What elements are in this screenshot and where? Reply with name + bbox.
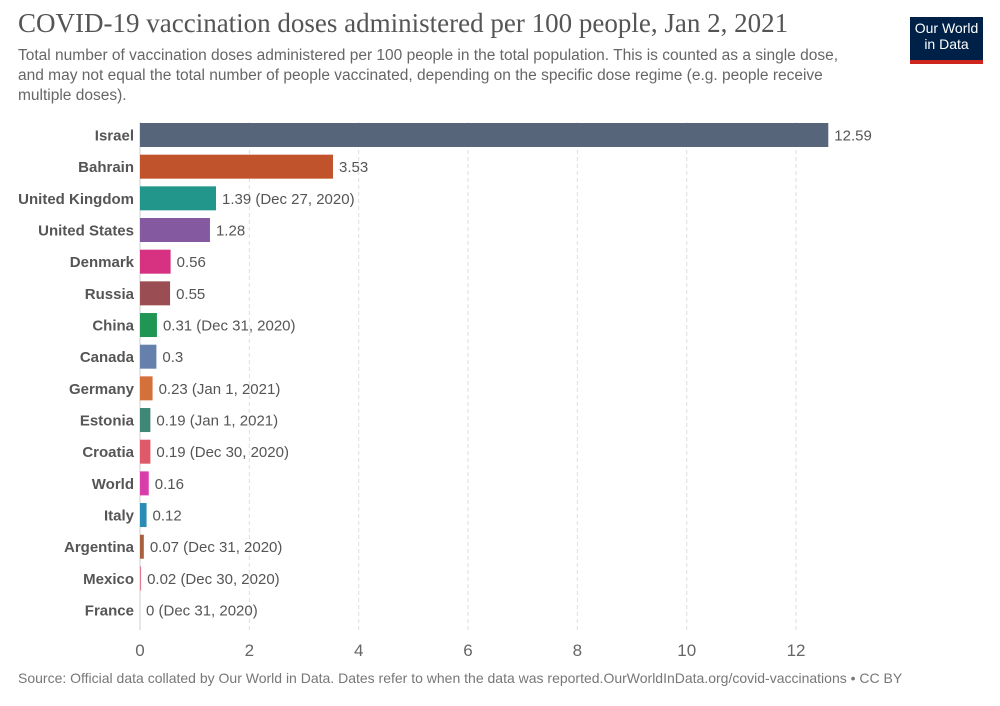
category-label: Croatia (82, 444, 134, 461)
bar (140, 186, 216, 211)
bar (140, 534, 144, 559)
value-label: 0.56 (177, 254, 206, 271)
bar (140, 408, 151, 433)
value-label: 0.19 (Dec 30, 2020) (156, 444, 289, 461)
bar (140, 503, 147, 528)
category-label: United Kingdom (18, 191, 134, 208)
category-label: France (85, 603, 134, 620)
value-label: 12.59 (834, 128, 872, 145)
category-label: Italy (104, 508, 135, 525)
logo-line1: Our World (914, 20, 979, 36)
bar (140, 376, 153, 401)
category-label: Argentina (64, 539, 135, 556)
category-label: Estonia (80, 413, 135, 430)
category-label: China (92, 318, 134, 335)
source-note: Source: Official data collated by Our Wo… (18, 670, 903, 686)
logo-line2: in Data (924, 36, 969, 52)
category-label: Russia (85, 286, 135, 303)
bar (140, 344, 157, 369)
bar (140, 281, 171, 306)
x-tick-label: 4 (354, 641, 363, 660)
bar (140, 471, 149, 496)
bar (140, 439, 151, 464)
x-tick-label: 12 (787, 641, 806, 660)
chart-title: COVID-19 vaccination doses administered … (18, 8, 789, 38)
value-label: 0.07 (Dec 31, 2020) (150, 539, 283, 556)
value-label: 0.12 (153, 508, 182, 525)
value-label: 1.39 (Dec 27, 2020) (222, 191, 355, 208)
bar (140, 313, 157, 338)
bar (140, 218, 210, 243)
value-label: 0.55 (176, 286, 205, 303)
x-tick-label: 0 (135, 641, 144, 660)
bar (140, 249, 171, 274)
category-label: Bahrain (78, 159, 134, 176)
bar (140, 154, 333, 179)
category-label: United States (38, 223, 134, 240)
chart-subtitle: Total number of vaccination doses admini… (18, 47, 839, 104)
value-label: 0.3 (162, 349, 183, 366)
category-label: Canada (80, 349, 135, 366)
category-label: World (92, 476, 134, 493)
bar (140, 566, 142, 591)
category-label: Germany (69, 381, 135, 398)
value-label: 0.16 (155, 476, 184, 493)
value-label: 0.23 (Jan 1, 2021) (159, 381, 281, 398)
category-label: Denmark (70, 254, 135, 271)
owid-logo[interactable]: Our World in Data (910, 17, 983, 64)
x-tick-label: 2 (245, 641, 254, 660)
value-label: 3.53 (339, 159, 368, 176)
value-label: 0.02 (Dec 30, 2020) (147, 571, 280, 588)
category-label: Israel (95, 128, 134, 145)
value-label: 1.28 (216, 223, 245, 240)
value-label: 0.19 (Jan 1, 2021) (156, 413, 278, 430)
bar (140, 123, 829, 147)
value-label: 0.31 (Dec 31, 2020) (163, 318, 296, 335)
value-label: 0 (Dec 31, 2020) (146, 603, 258, 620)
category-label: Mexico (83, 571, 134, 588)
x-tick-label: 10 (677, 641, 696, 660)
x-tick-label: 8 (573, 641, 582, 660)
x-tick-label: 6 (463, 641, 472, 660)
